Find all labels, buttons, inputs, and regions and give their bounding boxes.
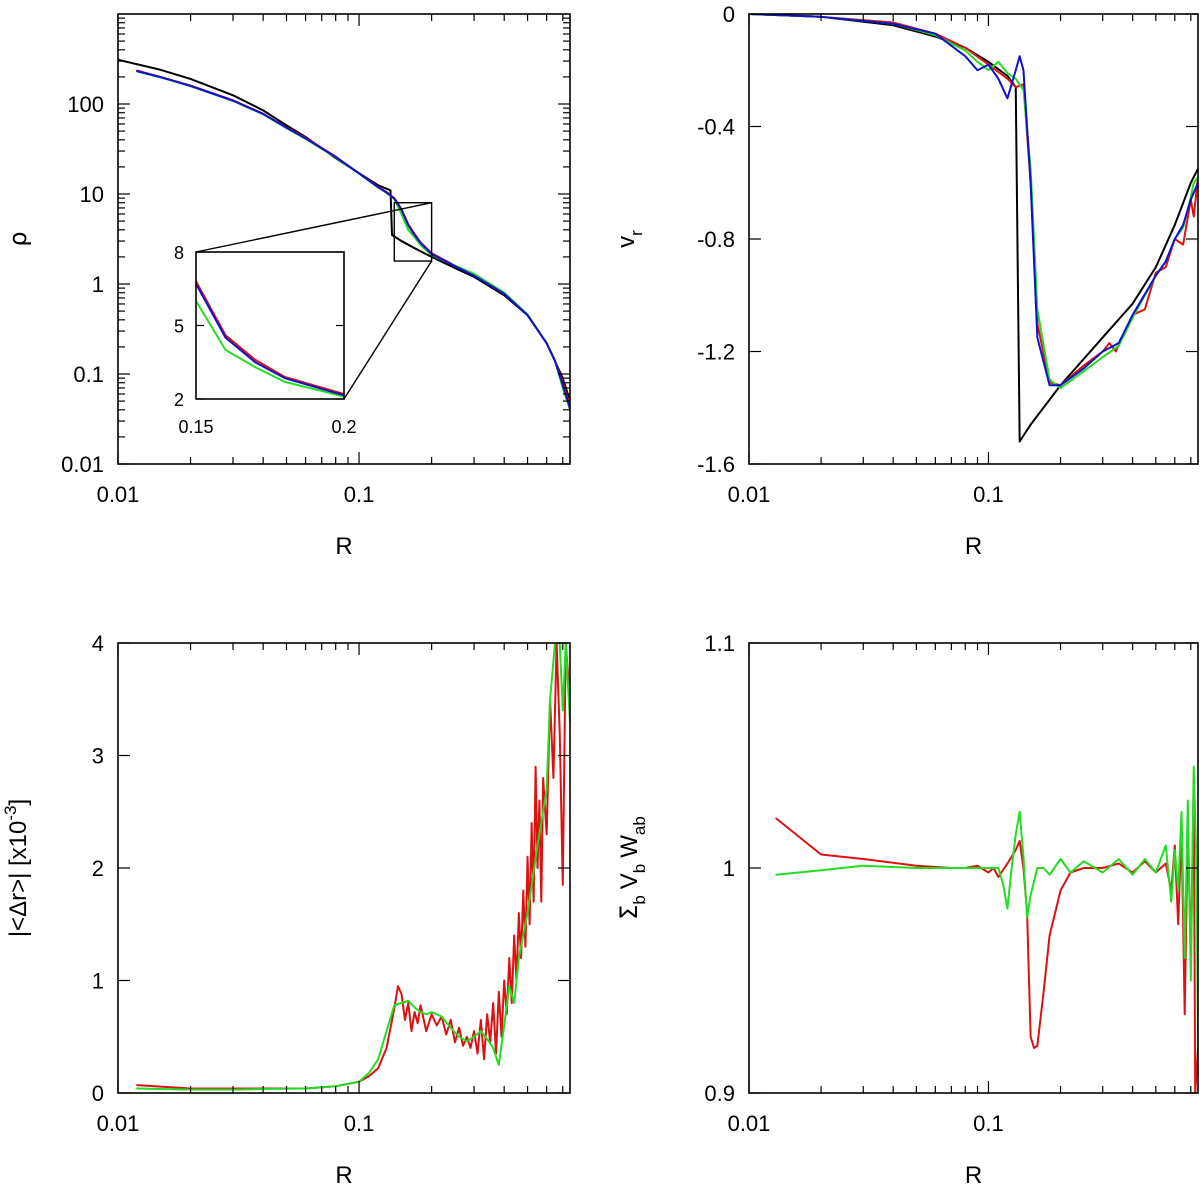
y-axis-label-end: ] (5, 799, 32, 806)
y-axis-label-part: b (630, 864, 649, 873)
inset-y-tick-label: 8 (174, 243, 184, 263)
inset-plot: 0.15 0.2 2 5 8 (174, 243, 357, 437)
y-tick-label: 1 (723, 856, 735, 881)
y-tick-label: 100 (67, 92, 104, 117)
y-axis-label: ΣbVbWab (615, 816, 649, 920)
inset-series-blue-line (196, 281, 344, 397)
inset-series-red-line (196, 279, 344, 396)
y-axis-label-part: W (616, 835, 643, 858)
zoom-connector-line (195, 202, 432, 253)
y-tick-label: 2 (92, 856, 104, 881)
series-red-line (775, 777, 1198, 1093)
x-tick-label: 0.01 (97, 1111, 140, 1136)
panel-rho: 0.01 0.1 0.01 0.1 1 10 100 Rρ 0.15 0.2 2 5 8 (4, 13, 571, 560)
inset-x-tick-label: 0.15 (178, 417, 213, 437)
inset-x-tick-label: 0.2 (331, 417, 356, 437)
y-tick-label: 0 (92, 1081, 104, 1106)
zoom-connector-line (343, 260, 433, 400)
x-axis-label: R (335, 1162, 352, 1185)
y-axis-label-sup: -3 (1, 805, 20, 820)
y-tick-label: 1 (92, 272, 104, 297)
y-axis-label-text: v (613, 236, 640, 248)
series-green-line (749, 14, 1198, 390)
y-axis-label: |<Δr>| [x10-3] (1, 799, 32, 937)
zoom-region-box (393, 202, 433, 262)
x-axis-label: R (335, 533, 352, 560)
y-axis-label-text: |<Δr>| [x10 (5, 821, 32, 938)
y-tick-label: 0.9 (704, 1081, 735, 1106)
plot-area-vr (749, 14, 1198, 443)
y-tick-label: 0 (723, 2, 735, 27)
panel-vr: 0.01 0.1 0 -0.4 -0.8 -1.2 -1.6 Rvr (613, 2, 1199, 560)
y-axis-label-part: Σ (615, 905, 643, 920)
y-tick-label: 0.01 (61, 452, 104, 477)
x-tick-label: 0.01 (728, 482, 771, 507)
x-axis-label: R (965, 533, 982, 560)
y-axis-label-part: ab (630, 816, 649, 835)
inset-y-tick-label: 2 (174, 390, 184, 410)
inset-series-green-line (196, 298, 344, 398)
x-tick-label: 0.01 (728, 1111, 771, 1136)
y-tick-label: 1 (92, 969, 104, 994)
y-axis-label: vr (613, 230, 646, 248)
y-tick-label: 0.1 (73, 362, 104, 387)
panel-dr: 0.01 0.1 0 1 2 3 4 R |<Δr>| [x10-3] (1, 631, 571, 1185)
y-tick-label: 3 (92, 744, 104, 769)
inset-y-tick-label: 5 (174, 317, 184, 337)
y-axis-label-sub: r (627, 230, 646, 236)
x-tick-label: 0.1 (973, 1111, 1004, 1136)
x-tick-label: 0.1 (344, 1111, 375, 1136)
series-red-line (136, 643, 570, 1090)
plot-frame (748, 13, 1199, 465)
x-tick-label: 0.1 (973, 482, 1004, 507)
series-green-line (775, 765, 1198, 1049)
series-green-line (136, 643, 570, 1091)
y-tick-label: 4 (92, 631, 104, 656)
y-tick-label: 10 (80, 182, 104, 207)
x-tick-label: 0.01 (97, 482, 140, 507)
y-tick-label: -0.8 (697, 227, 735, 252)
y-axis-label-part: V (616, 873, 643, 889)
x-tick-label: 0.1 (344, 482, 375, 507)
plot-frame (117, 13, 571, 465)
y-tick-label: -1.2 (697, 340, 735, 365)
y-axis-label-text: ρ (4, 231, 32, 246)
y-tick-label: -1.6 (697, 452, 735, 477)
plot-area-norm (775, 765, 1198, 1093)
series-red-line (749, 14, 1198, 387)
x-axis-label: R (965, 1162, 982, 1185)
series-analytic-line (749, 14, 1198, 443)
y-tick-label: -0.4 (697, 115, 735, 140)
series-blue-line (749, 14, 1198, 387)
plot-area-dr (136, 643, 570, 1091)
y-tick-label: 1.1 (704, 631, 735, 656)
y-axis-label: ρ (4, 231, 32, 246)
y-axis-label-part: b (630, 895, 649, 904)
